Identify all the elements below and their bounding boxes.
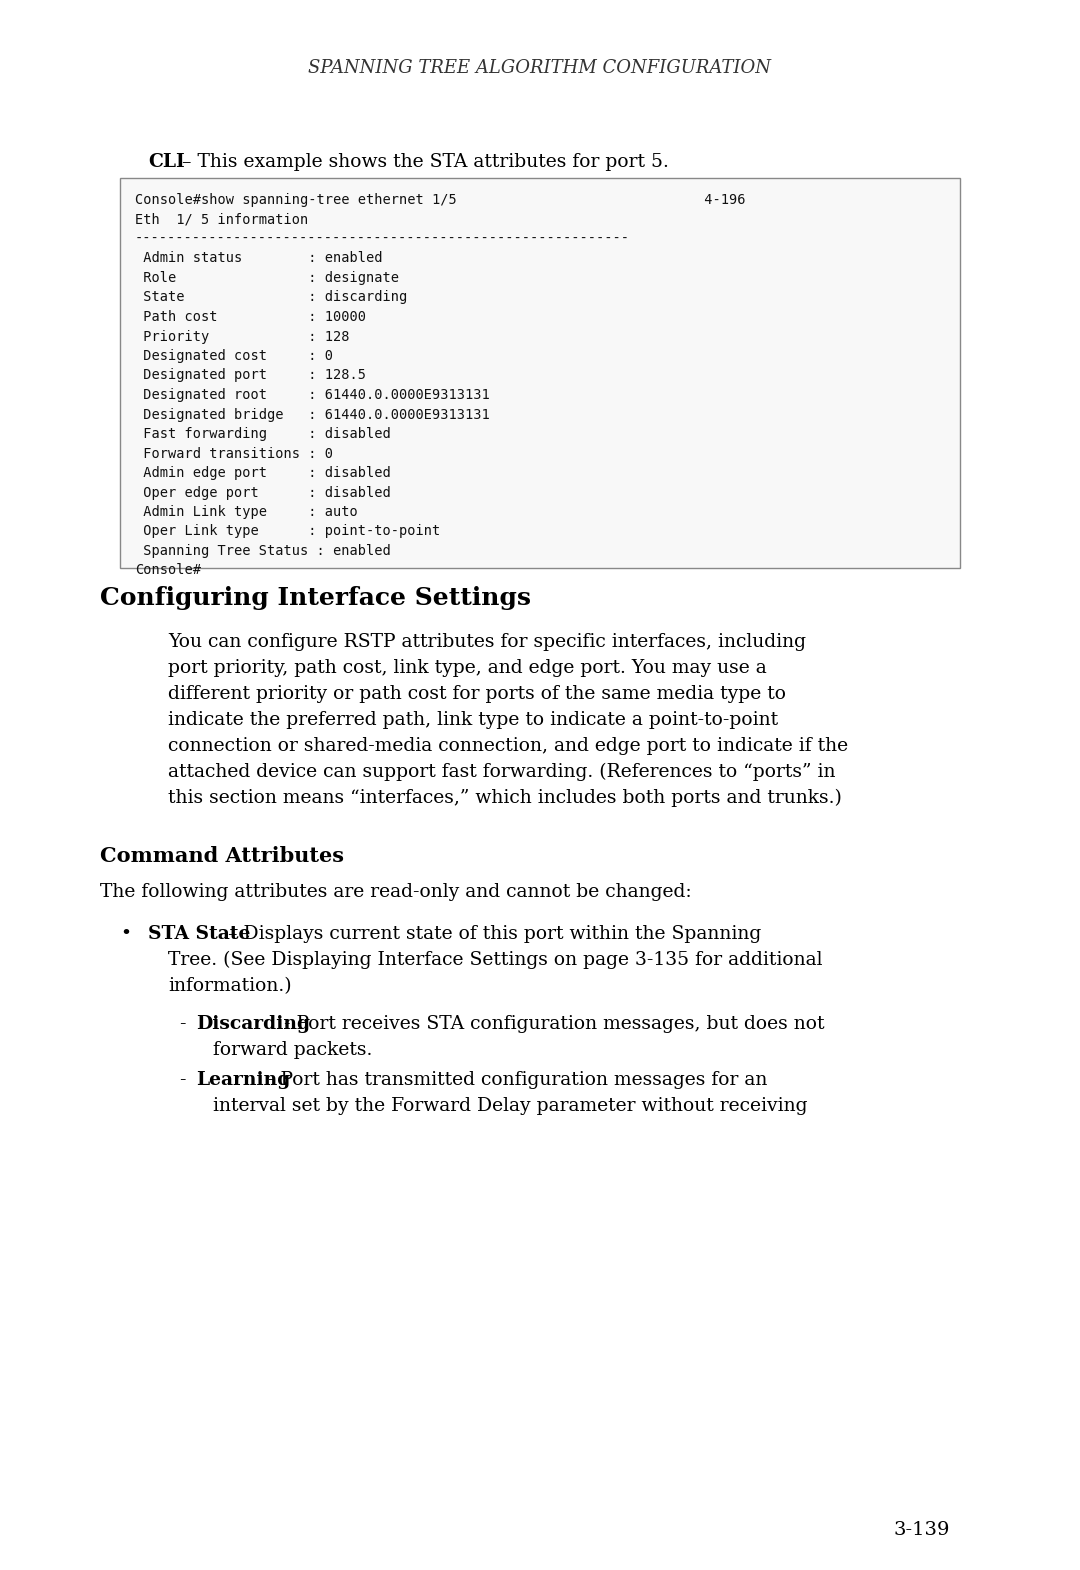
Text: Oper edge port      : disabled: Oper edge port : disabled xyxy=(135,485,391,499)
Text: 3-139: 3-139 xyxy=(893,1521,950,1539)
Text: interval set by the Forward Delay parameter without receiving: interval set by the Forward Delay parame… xyxy=(213,1097,808,1115)
Text: connection or shared-media connection, and edge port to indicate if the: connection or shared-media connection, a… xyxy=(168,736,848,755)
Text: Discarding: Discarding xyxy=(195,1014,310,1033)
Text: CLI: CLI xyxy=(148,152,185,171)
Text: Path cost           : 10000: Path cost : 10000 xyxy=(135,309,366,323)
Text: Designated root     : 61440.0.0000E9313131: Designated root : 61440.0.0000E9313131 xyxy=(135,388,489,402)
Text: Spanning Tree Status : enabled: Spanning Tree Status : enabled xyxy=(135,543,391,557)
Text: Command Attributes: Command Attributes xyxy=(100,846,345,867)
Text: forward packets.: forward packets. xyxy=(213,1041,373,1060)
Text: indicate the preferred path, link type to indicate a point-to-point: indicate the preferred path, link type t… xyxy=(168,711,778,728)
Text: Forward transitions : 0: Forward transitions : 0 xyxy=(135,446,333,460)
Text: Oper Link type      : point-to-point: Oper Link type : point-to-point xyxy=(135,524,441,539)
Text: Learning: Learning xyxy=(195,1071,291,1090)
Text: State               : discarding: State : discarding xyxy=(135,290,407,305)
Text: Console#show spanning-tree ethernet 1/5                              4-196: Console#show spanning-tree ethernet 1/5 … xyxy=(135,193,745,207)
Text: - Port receives STA configuration messages, but does not: - Port receives STA configuration messag… xyxy=(278,1014,824,1033)
Text: Tree. (See Displaying Interface Settings on page 3-135 for additional: Tree. (See Displaying Interface Settings… xyxy=(168,951,823,969)
Text: ------------------------------------------------------------: ----------------------------------------… xyxy=(135,232,630,246)
Text: attached device can support fast forwarding. (References to “ports” in: attached device can support fast forward… xyxy=(168,763,836,782)
Text: different priority or path cost for ports of the same media type to: different priority or path cost for port… xyxy=(168,685,786,703)
Text: information.): information.) xyxy=(168,977,292,995)
Text: STA State: STA State xyxy=(148,925,251,944)
Text: Role                : designate: Role : designate xyxy=(135,272,399,286)
Text: Configuring Interface Settings: Configuring Interface Settings xyxy=(100,586,531,611)
Text: – Displays current state of this port within the Spanning: – Displays current state of this port wi… xyxy=(221,925,761,944)
Text: SPANNING TREE ALGORITHM CONFIGURATION: SPANNING TREE ALGORITHM CONFIGURATION xyxy=(309,60,771,77)
Text: •: • xyxy=(120,925,131,944)
Text: Eth  1/ 5 information: Eth 1/ 5 information xyxy=(135,212,308,226)
Text: -: - xyxy=(180,1071,192,1090)
Text: - Port has transmitted configuration messages for an: - Port has transmitted configuration mes… xyxy=(261,1071,767,1090)
Text: Admin edge port     : disabled: Admin edge port : disabled xyxy=(135,466,391,480)
Text: port priority, path cost, link type, and edge port. You may use a: port priority, path cost, link type, and… xyxy=(168,659,767,677)
Text: Admin Link type     : auto: Admin Link type : auto xyxy=(135,506,357,520)
Text: – This example shows the STA attributes for port 5.: – This example shows the STA attributes … xyxy=(176,152,669,171)
Text: Fast forwarding     : disabled: Fast forwarding : disabled xyxy=(135,427,391,441)
Text: this section means “interfaces,” which includes both ports and trunks.): this section means “interfaces,” which i… xyxy=(168,788,842,807)
Text: -: - xyxy=(180,1014,192,1033)
Text: Console#: Console# xyxy=(135,564,201,578)
Text: Admin status        : enabled: Admin status : enabled xyxy=(135,251,382,265)
Text: Priority            : 128: Priority : 128 xyxy=(135,330,350,344)
Text: Designated bridge   : 61440.0.0000E9313131: Designated bridge : 61440.0.0000E9313131 xyxy=(135,408,489,421)
Text: Designated cost     : 0: Designated cost : 0 xyxy=(135,349,333,363)
FancyBboxPatch shape xyxy=(120,177,960,568)
Text: The following attributes are read-only and cannot be changed:: The following attributes are read-only a… xyxy=(100,882,691,901)
Text: Designated port     : 128.5: Designated port : 128.5 xyxy=(135,369,366,383)
Text: You can configure RSTP attributes for specific interfaces, including: You can configure RSTP attributes for sp… xyxy=(168,633,806,652)
